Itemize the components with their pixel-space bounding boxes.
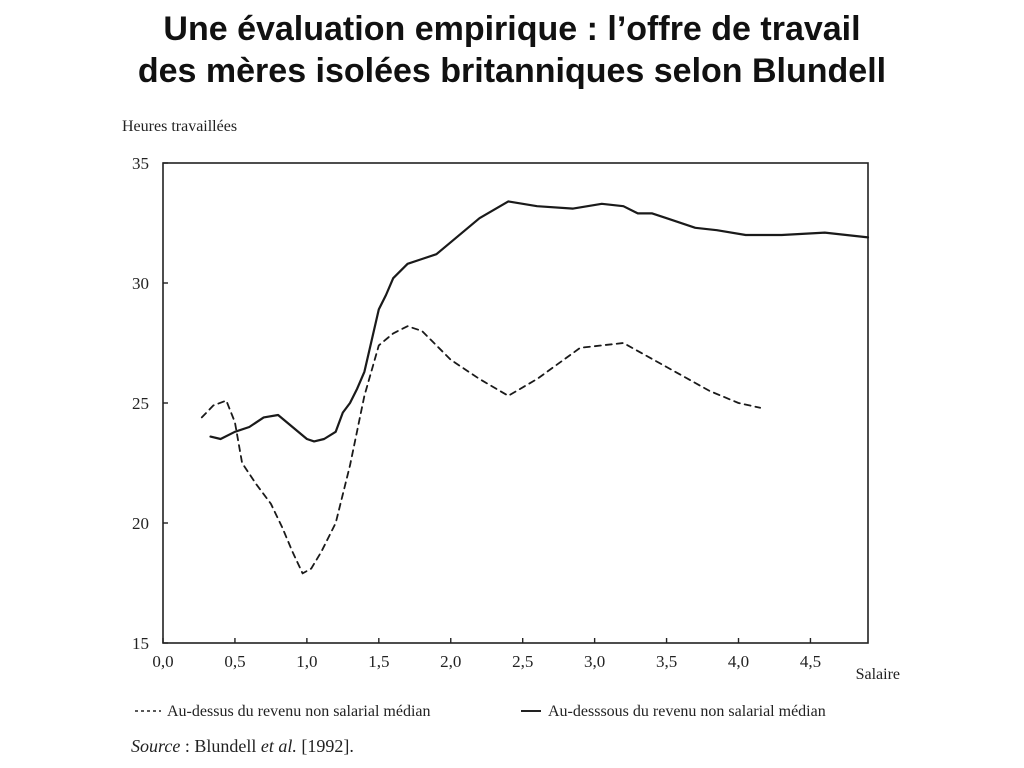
source-year: [1992]. <box>296 736 354 756</box>
y-tick-label: 35 <box>132 154 149 173</box>
x-tick-label: 2,5 <box>512 652 533 671</box>
source-separator: : <box>180 736 195 756</box>
x-axis: 0,0 0,5 1,0 1,5 2,0 2,5 3,0 3,5 4,0 4,5 <box>152 638 821 671</box>
source-author: Blundell <box>194 736 261 756</box>
y-tick-label: 30 <box>132 274 149 293</box>
legend-label-above-median: Au-dessus du revenu non salarial médian <box>167 703 430 720</box>
y-axis: 15 20 25 30 35 <box>132 154 168 653</box>
series-line-below-median <box>209 200 870 443</box>
source-label: Source <box>131 736 181 756</box>
y-axis-label: Heures travaillées <box>122 118 237 135</box>
x-tick-label: 4,5 <box>800 652 821 671</box>
y-tick-label: 25 <box>132 394 149 413</box>
series-line-above-median <box>200 325 761 575</box>
x-tick-label: 2,0 <box>440 652 461 671</box>
x-tick-label: 3,0 <box>584 652 605 671</box>
legend: Au-dessus du revenu non salarial médian … <box>135 703 826 720</box>
slide-title-line-1: Une évaluation empirique : l’offre de tr… <box>163 10 861 48</box>
x-tick-label: 0,0 <box>152 652 173 671</box>
slide-title-line-2: des mères isolées britanniques selon Blu… <box>137 52 887 90</box>
slide-title: Une évaluation empirique : l’offre de tr… <box>0 8 1024 92</box>
x-tick-label: 0,5 <box>224 652 245 671</box>
legend-label-below-median: Au-desssous du revenu non salarial média… <box>548 703 826 720</box>
x-tick-label: 4,0 <box>728 652 749 671</box>
x-tick-label: 3,5 <box>656 652 677 671</box>
y-tick-label: 15 <box>132 634 149 653</box>
series-lines <box>200 200 870 575</box>
source-etal: et al. <box>260 736 297 756</box>
x-tick-label: 1,5 <box>368 652 389 671</box>
y-tick-label: 20 <box>132 514 149 533</box>
source-note: Source : Blundell et al. [1992]. <box>131 736 354 757</box>
x-axis-label: Salaire <box>856 666 900 683</box>
x-tick-label: 1,0 <box>296 652 317 671</box>
